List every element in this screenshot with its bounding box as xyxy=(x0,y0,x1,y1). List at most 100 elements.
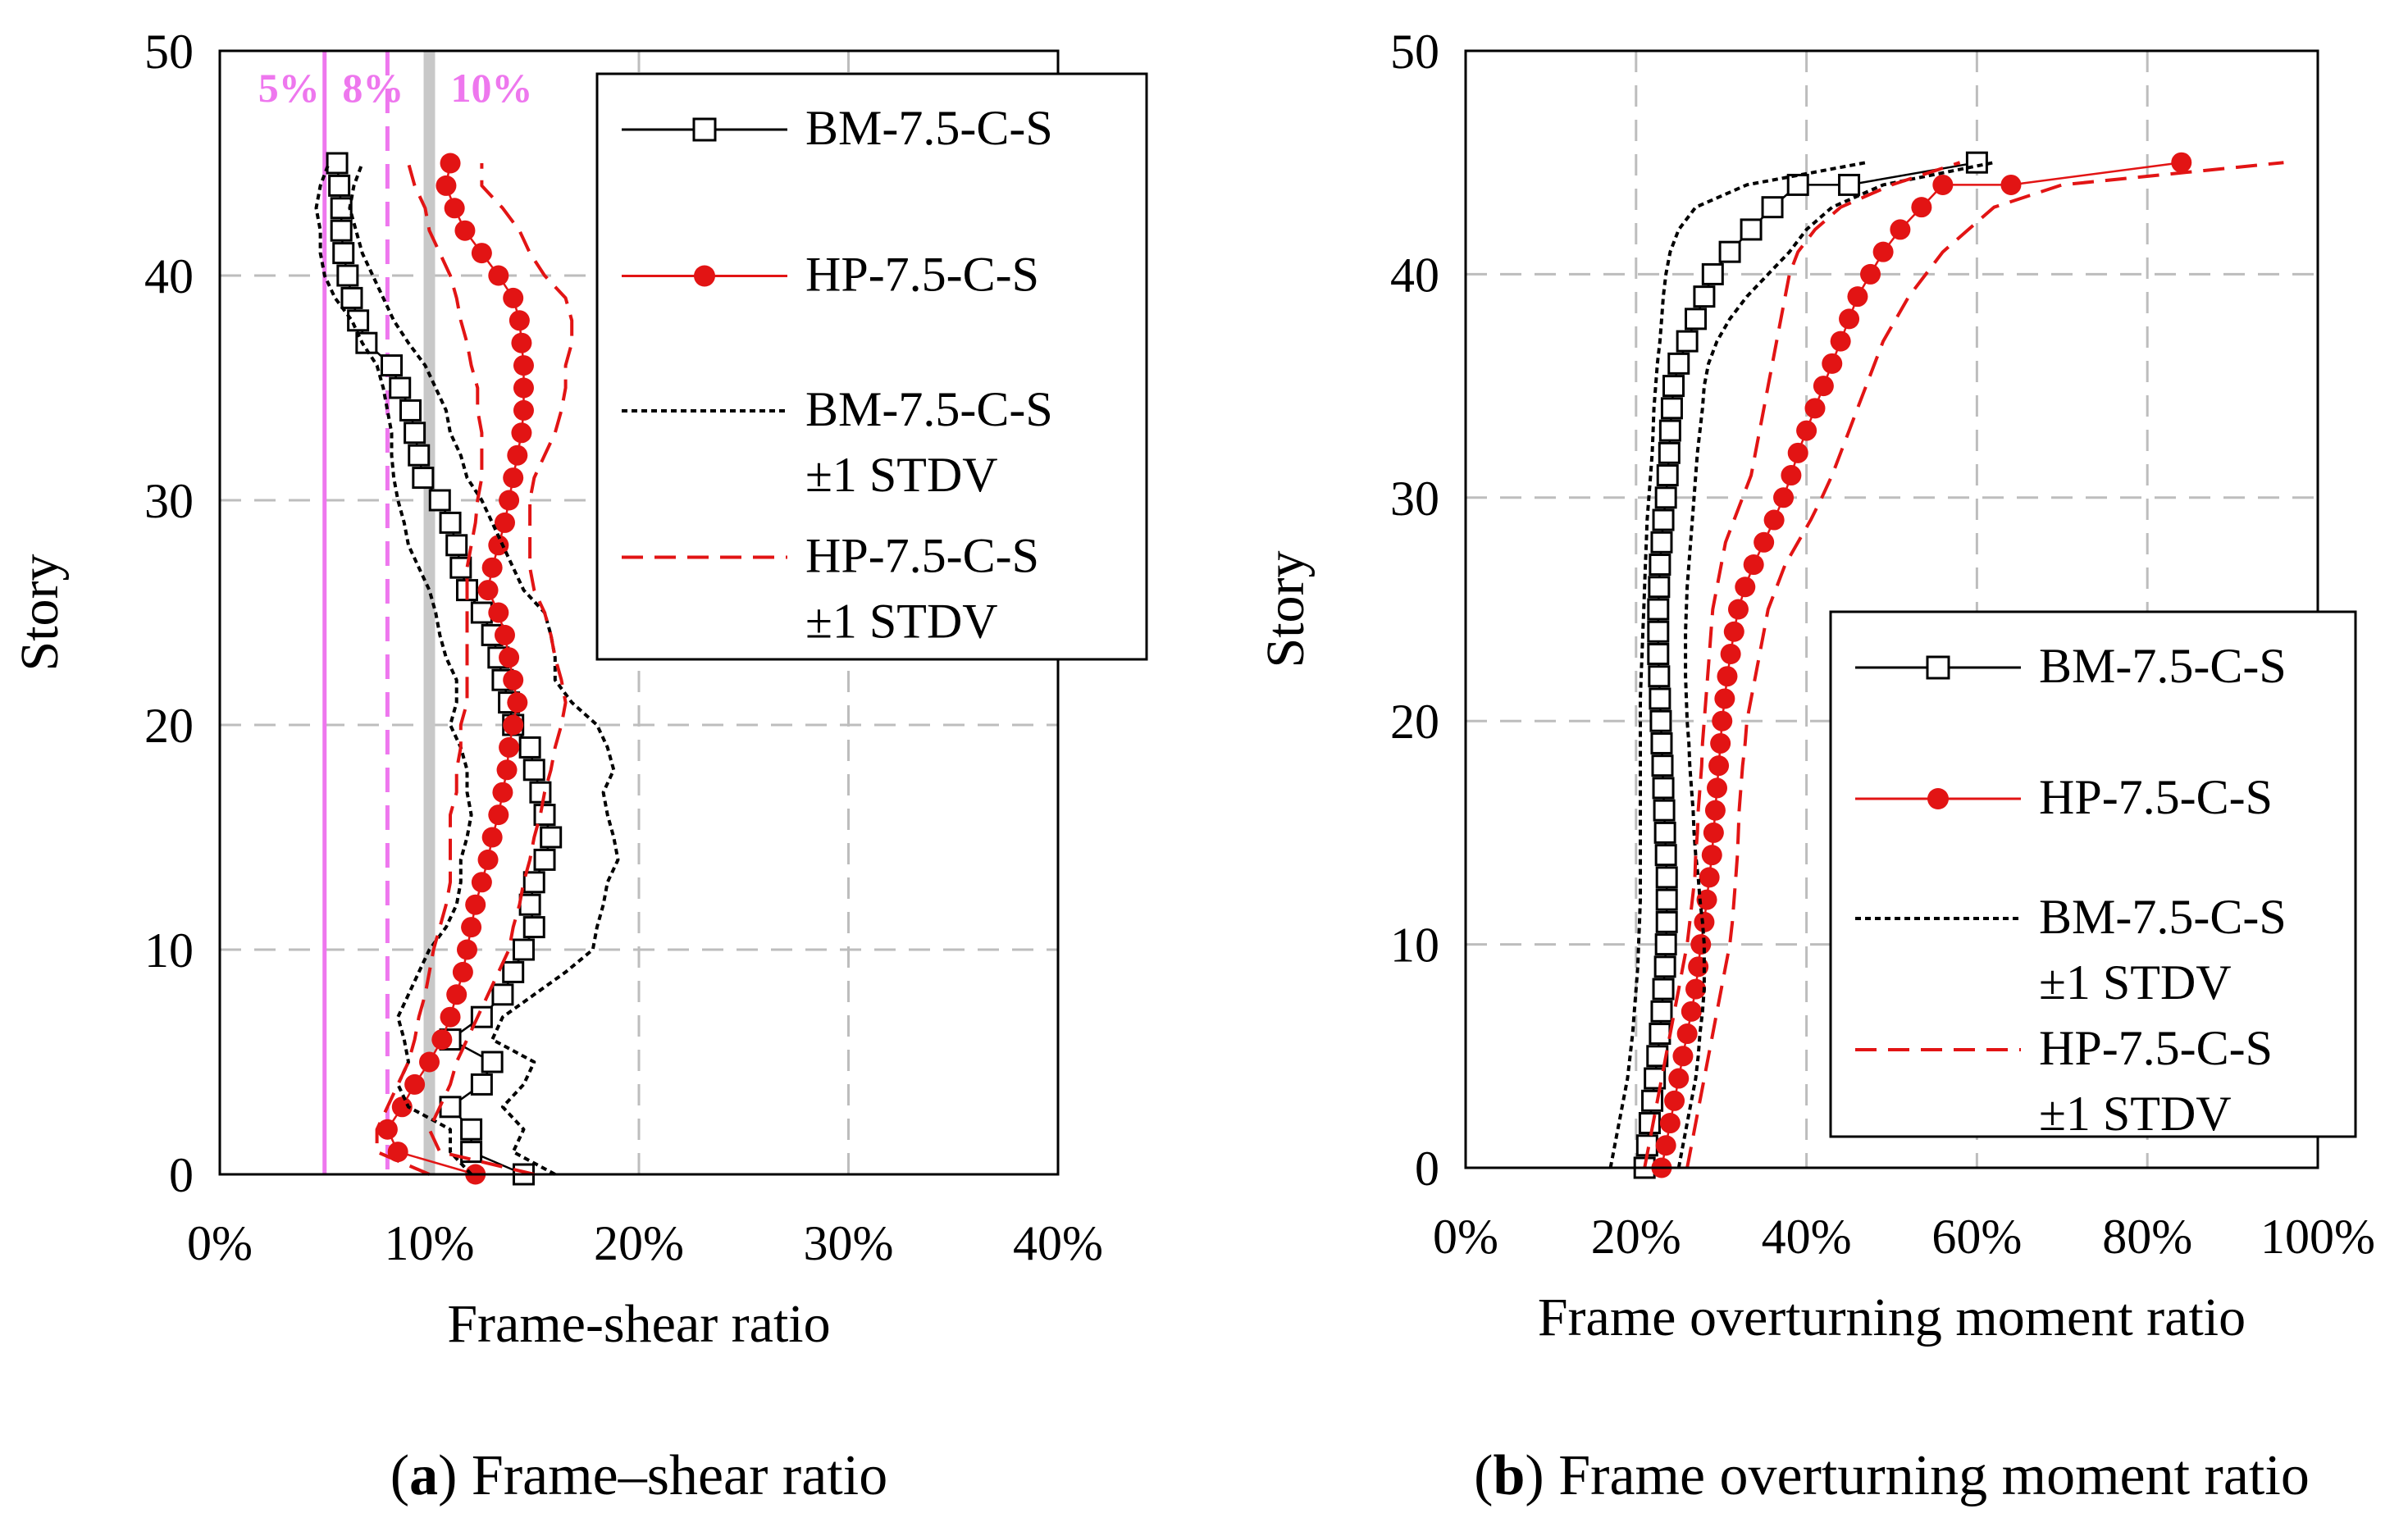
panel-a-bm-square-marker xyxy=(439,511,462,534)
panel-a-hp-dot-marker xyxy=(511,422,532,444)
panel-b-caption-letter: b xyxy=(1493,1444,1525,1507)
panel-a-bm-square-marker xyxy=(512,938,535,961)
panel-b-bm-square-marker xyxy=(1648,665,1671,688)
panel-b-hp-dot-marker xyxy=(1703,822,1724,843)
panel-a-y-axis-label: Story xyxy=(10,554,70,671)
panel-b-frame-overturning-moment-ratio: 0% 20% 40% 60% 80% 100% 0 10 20 30 40 50 BM-7.5-C-S… xyxy=(1256,25,2375,1507)
panel-a-hp-dot-marker xyxy=(503,287,524,308)
panel-a-hp-dot-marker xyxy=(511,332,532,353)
panel-a-hp-dot-marker xyxy=(481,827,503,848)
panel-b-hp-dot-marker xyxy=(1708,755,1730,777)
panel-b-hp-dot-marker xyxy=(1813,376,1834,397)
panel-a-hp-dot-marker xyxy=(431,1029,453,1051)
panel-a-legend-label: HP-7.5-C-S xyxy=(805,248,1039,302)
panel-a-x-tick-label: 10% xyxy=(385,1216,475,1270)
panel-a-bm-square-marker xyxy=(540,826,563,849)
panel-a-hp-dot-marker xyxy=(471,243,492,264)
panel-a-legend-dot-marker xyxy=(694,265,715,287)
panel-b-legend-label: BM-7.5-C-S xyxy=(2039,639,2287,693)
panel-a-y-tick-label: 50 xyxy=(144,25,194,79)
panel-b-hp-dot-marker xyxy=(1781,465,1802,486)
panel-b-bm-square-marker xyxy=(1649,554,1671,577)
panel-b-bm-square-marker xyxy=(1652,508,1675,531)
panel-a-legend-box xyxy=(595,72,1148,661)
panel-a-bm-square-marker xyxy=(326,152,349,175)
panel-a-bm-square-marker xyxy=(404,422,426,444)
panel-b-hp-dot-marker xyxy=(1743,554,1764,576)
panel-b-legend-label: BM-7.5-C-S xyxy=(2039,890,2287,944)
panel-b-hp-dot-marker xyxy=(1727,599,1749,620)
panel-b-hp-dot-marker xyxy=(1847,286,1868,308)
panel-b-bm-square-marker xyxy=(1650,531,1673,554)
panel-b-bm-square-marker xyxy=(1654,844,1677,867)
panel-a-bm-square-marker xyxy=(412,467,435,490)
panel-a-bm-square-marker xyxy=(408,444,431,467)
panel-a-hp-dot-marker xyxy=(488,804,509,826)
panel-b-caption-text: ) Frame overturning moment ratio xyxy=(1525,1444,2309,1507)
panel-b-bm-square-marker xyxy=(1652,978,1675,1000)
panel-b-hp-dot-marker xyxy=(1659,1113,1681,1134)
panel-b-legend-dot-marker xyxy=(1927,788,1949,809)
panel-a-x-tick-label: 0% xyxy=(187,1216,253,1270)
panel-a-hp-dot-marker xyxy=(456,939,477,960)
panel-a-y-tick-label: 20 xyxy=(144,699,194,753)
panel-a-series xyxy=(314,152,620,1186)
panel-b-bm-square-marker xyxy=(1655,888,1678,911)
panel-b-hp-dot-marker xyxy=(1787,442,1808,463)
panel-a-hp-dot-marker xyxy=(391,1096,413,1118)
panel-a-bm-square-marker xyxy=(522,916,545,939)
panel-a-series-4-line xyxy=(375,162,484,1176)
panel-a-bm-square-marker xyxy=(340,286,363,309)
panel-a-legend-label-line2: ±1 STDV xyxy=(805,448,998,502)
panel-a-y-tick-label: 40 xyxy=(144,249,194,303)
panel-a-hp-dot-marker xyxy=(507,692,528,713)
panel-a-reference-lines: 5% 8% 10% xyxy=(258,51,533,1174)
panel-b-bm-square-marker xyxy=(1660,397,1683,420)
panel-b-hp-dot-marker xyxy=(1932,174,1954,195)
panel-a-legend-label: BM-7.5-C-S xyxy=(805,382,1053,436)
panel-b-hp-dot-marker xyxy=(1676,1023,1698,1045)
panel-b-legend-label-line2: ±1 STDV xyxy=(2039,1087,2232,1141)
panel-b-x-tick-label: 60% xyxy=(1931,1210,2022,1264)
panel-b-legend-box xyxy=(1829,610,2357,1138)
panel-a-bm-square-marker xyxy=(470,1005,493,1028)
panel-b-bm-square-marker xyxy=(1653,799,1676,822)
panel-b-bm-square-marker xyxy=(1649,709,1672,732)
panel-b-hp-dot-marker xyxy=(1773,487,1795,508)
panel-a-bm-square-marker xyxy=(518,893,541,916)
panel-b-hp-dot-marker xyxy=(1699,867,1720,888)
panel-a-hp-dot-marker xyxy=(513,355,534,376)
panel-b-bm-square-marker xyxy=(1701,262,1724,285)
panel-a-hp-dot-marker xyxy=(509,310,530,331)
panel-b-tick-labels: 0% 20% 40% 60% 80% 100% 0 10 20 30 40 50 xyxy=(1390,25,2375,1264)
panel-b-bm-square-marker xyxy=(1649,1023,1671,1046)
panel-a-hp-dot-marker xyxy=(419,1051,440,1073)
panel-a-bm-square-marker xyxy=(502,960,525,983)
panel-a-hp-dot-marker xyxy=(503,714,524,736)
panel-b-bm-square-marker xyxy=(1648,576,1671,599)
panel-b-hp-dot-marker xyxy=(1860,263,1881,285)
panel-a-bm-square-marker xyxy=(439,1096,462,1119)
panel-b-bm-square-marker xyxy=(1761,196,1784,219)
panel-a-hp-dot-marker xyxy=(499,490,520,511)
panel-b-y-tick-label: 40 xyxy=(1390,248,1439,302)
panel-a-hp-dot-marker xyxy=(488,535,509,556)
panel-a-x-axis-label: Frame-shear ratio xyxy=(447,1294,830,1354)
panel-a-legend-label: HP-7.5-C-S xyxy=(805,529,1039,583)
panel-b-hp-dot-marker xyxy=(2171,152,2192,173)
panel-b-legend-square-marker xyxy=(1926,655,1950,680)
panel-b-x-tick-label: 100% xyxy=(2260,1210,2375,1264)
panel-a-hp-dot-marker xyxy=(494,512,515,533)
panel-b-x-tick-label: 40% xyxy=(1762,1210,1852,1264)
panel-b-plot-frame xyxy=(1464,49,2319,1169)
panel-b-hp-dot-marker xyxy=(1694,911,1715,932)
panel-a-hp-dot-marker xyxy=(513,377,534,399)
panel-a-hp-dot-marker xyxy=(499,736,520,758)
panel-a-series-0-line xyxy=(335,162,552,1176)
panel-b-hp-dot-marker xyxy=(1710,732,1731,754)
panel-b-hp-dot-marker xyxy=(1796,420,1817,441)
panel-b-hp-dot-marker xyxy=(1839,308,1860,330)
panel-a-hp-dot-marker xyxy=(499,647,520,668)
